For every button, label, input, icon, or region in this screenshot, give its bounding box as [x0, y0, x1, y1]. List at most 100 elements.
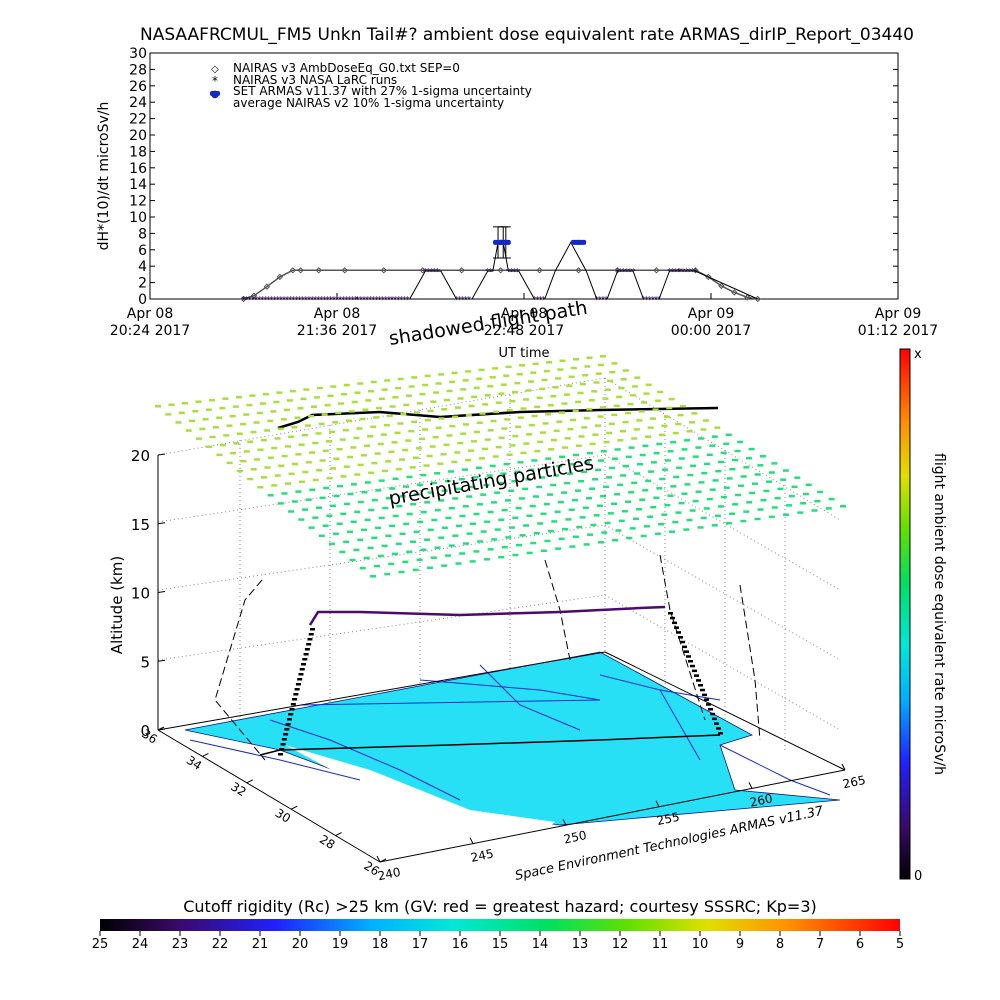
- particle-arrow: [302, 470, 309, 474]
- particle-arrow: [374, 452, 381, 455]
- particle-arrow: [650, 461, 657, 464]
- particle-arrow: [353, 436, 360, 440]
- particle-arrow: [695, 446, 702, 449]
- particle-arrow: [382, 506, 389, 510]
- particle-arrow: [487, 429, 494, 432]
- point-nairas-larc: *: [396, 296, 401, 306]
- particle-arrow: [828, 497, 835, 501]
- particle-arrow: [672, 431, 679, 435]
- particle-arrow: [277, 427, 284, 431]
- point-nairas-larc: *: [380, 296, 385, 306]
- particle-arrow: [277, 502, 284, 505]
- particle-arrow: [285, 482, 292, 485]
- particle-arrow: [195, 400, 202, 403]
- particle-arrow: [479, 412, 486, 415]
- particle-arrow: [553, 474, 560, 477]
- z-tick-mark: [157, 591, 166, 593]
- particle-arrow: [202, 418, 209, 421]
- particle-arrow: [249, 394, 256, 397]
- particle-arrow: [219, 406, 226, 410]
- particle-arrow: [438, 373, 445, 376]
- particle-arrow: [283, 408, 290, 412]
- particle-arrow: [586, 407, 593, 411]
- particle-arrow: [445, 554, 451, 557]
- particle-arrow: [302, 508, 309, 511]
- particle-arrow: [402, 448, 409, 452]
- particle-arrow: [340, 475, 347, 478]
- particle-arrow: [700, 516, 707, 520]
- particle-arrow: [657, 390, 664, 394]
- particle-arrow: [318, 422, 325, 426]
- particle-arrow: [370, 380, 377, 384]
- particle-arrow: [650, 417, 657, 420]
- particle-arrow: [495, 445, 502, 449]
- particle-arrow: [585, 496, 592, 500]
- particle-arrow: [650, 505, 657, 509]
- particle-arrow: [572, 535, 579, 539]
- particle-arrow: [519, 534, 526, 537]
- particle-arrow: [446, 434, 453, 437]
- particle-arrow: [406, 475, 413, 479]
- particle-arrow: [345, 419, 352, 422]
- particle-arrow: [558, 537, 565, 541]
- particle-arrow: [590, 523, 597, 527]
- point-nairas-larc: *: [304, 296, 309, 306]
- descent-marker-right: [674, 626, 679, 629]
- descent-marker-left: [292, 698, 298, 701]
- particle-arrow: [155, 405, 161, 408]
- particle-arrow: [466, 495, 473, 498]
- particle-arrow: [603, 485, 610, 489]
- particle-arrow: [443, 443, 450, 447]
- particle-arrow: [353, 548, 360, 552]
- point-nairas-larc: *: [657, 296, 662, 306]
- particle-arrow: [687, 473, 694, 477]
- point-nairas-larc: *: [684, 268, 689, 278]
- point-nairas-larc: *: [681, 268, 686, 278]
- particle-arrow: [424, 418, 431, 422]
- particle-arrow: [567, 472, 574, 475]
- z-tick-mark: [157, 453, 166, 456]
- particle-arrow: [375, 489, 382, 492]
- particle-arrow: [528, 468, 535, 472]
- particle-arrow: [309, 451, 316, 454]
- particle-arrow: [561, 491, 568, 494]
- x-tick-label-time: 01:12 2017: [858, 323, 938, 339]
- particle-arrow: [582, 506, 589, 510]
- particle-arrow: [627, 402, 634, 406]
- point-nairas-larc: *: [601, 296, 606, 306]
- particle-arrow: [525, 389, 532, 392]
- particle-arrow: [469, 485, 476, 489]
- z-tick-label: 10: [131, 585, 150, 603]
- point-nairas-larc: *: [618, 268, 623, 278]
- particle-arrow: [723, 442, 730, 446]
- particle-arrow: [542, 422, 549, 425]
- particle-arrow: [489, 376, 496, 379]
- point-nairas-v3-g0: [458, 267, 465, 274]
- y-tick-label: 12: [129, 194, 147, 210]
- particle-arrow: [734, 449, 741, 453]
- particle-arrow: [357, 463, 364, 467]
- particle-arrow: [460, 432, 467, 435]
- point-nairas-larc: *: [269, 296, 274, 306]
- descent-marker-right: [708, 708, 713, 711]
- particle-arrow: [480, 493, 487, 496]
- descent-marker-left: [306, 643, 312, 646]
- particle-arrow: [633, 428, 640, 431]
- particle-arrow: [661, 513, 668, 516]
- x-tick-label-time: 00:00 2017: [671, 323, 751, 339]
- particle-arrow: [625, 455, 632, 459]
- particle-arrow: [529, 504, 536, 508]
- point-nairas-larc: *: [426, 268, 431, 278]
- particle-arrow: [433, 391, 440, 394]
- particle-arrow: [625, 500, 632, 503]
- particle-arrow: [604, 388, 611, 391]
- particle-arrow: [424, 501, 431, 504]
- particle-arrow: [371, 461, 378, 465]
- particle-arrow: [361, 490, 368, 494]
- lon-tick-label: 245: [470, 846, 495, 864]
- particle-arrow: [305, 461, 312, 464]
- particle-arrow: [359, 417, 366, 421]
- particle-arrow: [417, 483, 424, 487]
- descent-marker-right: [706, 703, 711, 706]
- particle-arrow: [498, 392, 505, 395]
